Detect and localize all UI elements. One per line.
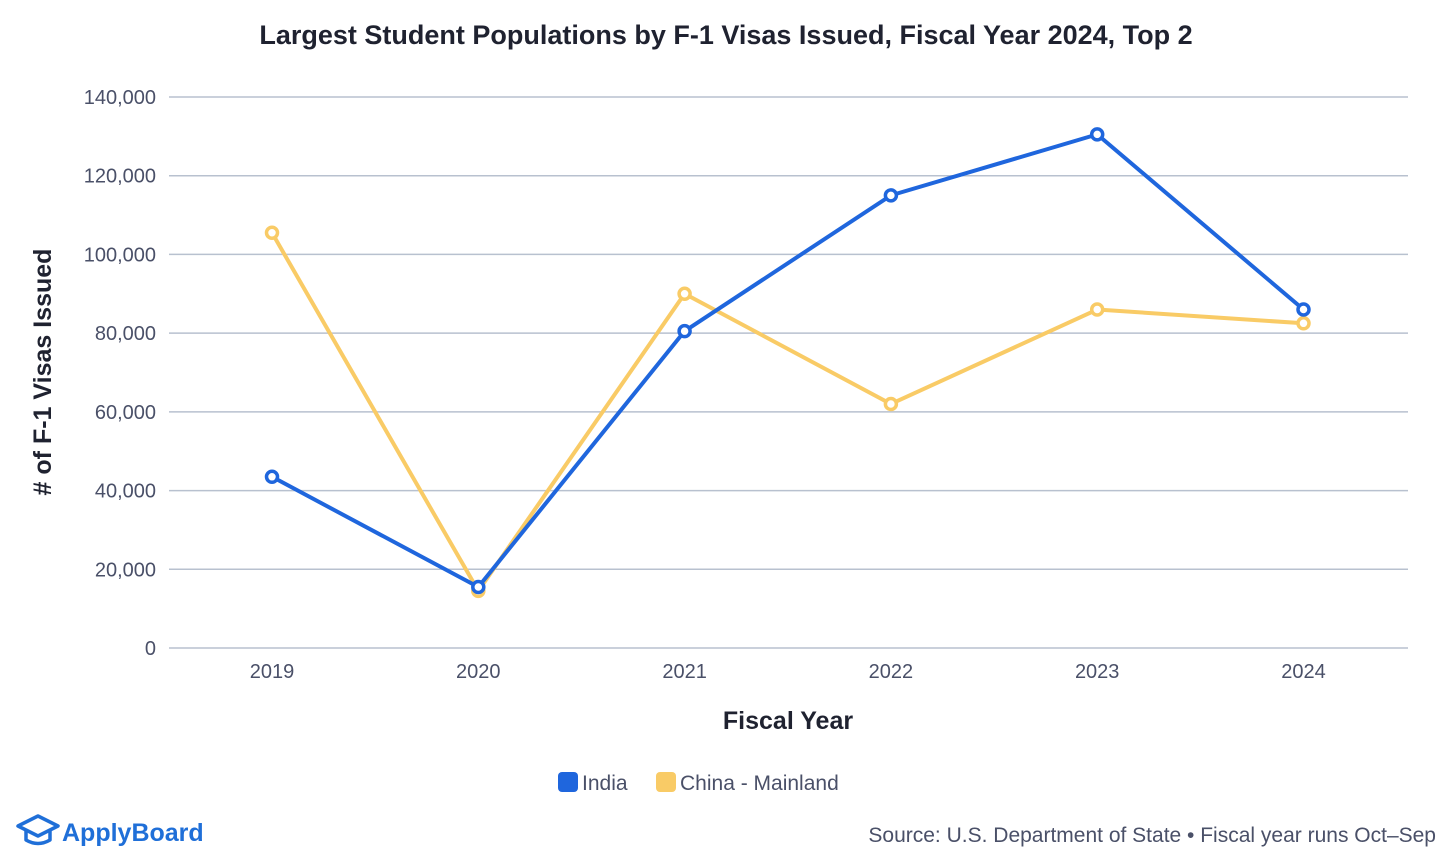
x-tick-label: 2020 bbox=[456, 661, 501, 683]
series-line bbox=[270, 132, 1306, 589]
y-tick-label: 60,000 bbox=[95, 402, 156, 424]
y-tick-label: 0 bbox=[145, 638, 156, 660]
x-tick-label: 2023 bbox=[1075, 661, 1120, 683]
y-axis-ticks: 0 20,000 40,000 60,000 80,000 100,000 120,000 1… bbox=[84, 87, 156, 660]
mortarboard-icon bbox=[16, 814, 60, 846]
legend-item: India bbox=[558, 772, 628, 795]
applyboard-logo: ApplyBoard bbox=[16, 814, 204, 847]
y-tick-label: 40,000 bbox=[95, 481, 156, 503]
legend-label: India bbox=[582, 772, 628, 795]
series-lines bbox=[264, 127, 1311, 599]
source-note: Source: U.S. Department of State • Fisca… bbox=[868, 824, 1436, 847]
x-tick-label: 2021 bbox=[662, 661, 707, 683]
legend-swatch bbox=[558, 772, 578, 792]
legend: India China - Mainland bbox=[558, 772, 839, 795]
y-tick-label: 100,000 bbox=[84, 244, 156, 266]
data-point bbox=[1296, 316, 1311, 331]
data-point bbox=[1089, 302, 1105, 317]
x-axis-ticks: 2019 2020 2021 2022 2023 2024 bbox=[250, 661, 1326, 683]
data-point bbox=[1089, 127, 1105, 142]
x-tick-label: 2022 bbox=[869, 661, 914, 683]
series-india bbox=[264, 127, 1311, 595]
legend-swatch bbox=[656, 772, 676, 792]
x-tick-label: 2019 bbox=[250, 661, 295, 683]
series-line bbox=[270, 230, 1306, 593]
brand-name: ApplyBoard bbox=[62, 819, 204, 847]
legend-label: China - Mainland bbox=[680, 772, 839, 795]
data-point bbox=[264, 469, 280, 485]
legend-item: China - Mainland bbox=[656, 772, 839, 795]
data-point bbox=[677, 286, 692, 302]
y-tick-label: 20,000 bbox=[95, 559, 156, 581]
data-point bbox=[264, 225, 280, 241]
data-point bbox=[471, 579, 486, 595]
y-tick-label: 120,000 bbox=[84, 166, 156, 188]
x-tick-label: 2024 bbox=[1281, 661, 1326, 683]
x-axis-title: Fiscal Year bbox=[723, 707, 853, 735]
chart-title: Largest Student Populations by F-1 Visas… bbox=[259, 20, 1192, 50]
gridlines bbox=[169, 96, 1408, 649]
y-tick-label: 140,000 bbox=[84, 87, 156, 109]
y-axis-title: # of F-1 Visas Issued bbox=[29, 249, 57, 496]
data-point bbox=[677, 323, 692, 339]
data-point bbox=[883, 188, 899, 203]
data-point bbox=[1296, 302, 1311, 317]
y-tick-label: 80,000 bbox=[95, 323, 156, 345]
data-point bbox=[883, 396, 899, 412]
